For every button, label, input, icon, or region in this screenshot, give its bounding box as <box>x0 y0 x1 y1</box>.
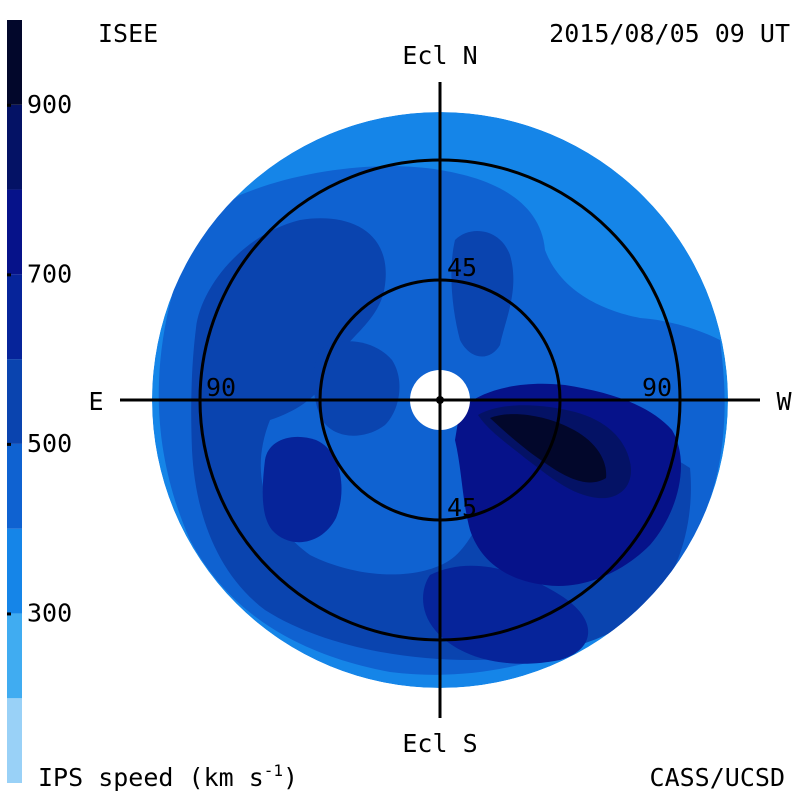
region-lobe-west-southwest <box>262 436 342 543</box>
ring-90-label-west: 90 <box>642 373 672 402</box>
credit-label: CASS/UCSD <box>650 763 785 792</box>
colorbar-tick-label: 300 <box>27 598 72 627</box>
colorbar-bin <box>7 359 22 444</box>
sun-center-marker <box>436 396 444 404</box>
colorbar-bin <box>7 613 22 699</box>
colorbar-tick-label: 500 <box>27 429 72 458</box>
header-left: ISEE <box>98 19 158 48</box>
colorbar-bin <box>7 274 22 360</box>
direction-east: E <box>88 387 103 416</box>
colorbar-tick-mark <box>7 103 11 107</box>
colorbar-tick-label: 900 <box>27 90 72 119</box>
map-overlay <box>120 82 760 718</box>
colorbar-ticks: 900 700 500 300 <box>7 90 72 627</box>
ring-45-label-south: 45 <box>447 493 477 522</box>
region-inner-patch <box>313 341 400 436</box>
ring-45-label-north: 45 <box>447 253 477 282</box>
colorbar-tick-mark <box>7 612 11 616</box>
ring-90-label-east: 90 <box>206 373 236 402</box>
direction-north: Ecl N <box>402 41 477 70</box>
colorbar-bin <box>7 20 22 105</box>
colorbar-bin <box>7 528 22 614</box>
direction-west: W <box>776 387 792 416</box>
colorbar-bin <box>7 104 22 190</box>
colorbar-tick-mark <box>7 442 11 446</box>
region-peak <box>490 414 607 483</box>
colorbar-bin <box>7 443 22 529</box>
colorbar <box>7 20 22 783</box>
colorbar-bin <box>7 189 22 275</box>
colorbar-tick-mark <box>7 273 11 277</box>
region-lobe-north <box>451 231 514 357</box>
colorbar-title: IPS speed (km s-1) <box>38 761 298 792</box>
header-right: 2015/08/05 09 UT <box>549 19 790 48</box>
direction-south: Ecl S <box>402 729 477 758</box>
colorbar-tick-label: 700 <box>27 259 72 288</box>
colorbar-bin <box>7 698 22 783</box>
